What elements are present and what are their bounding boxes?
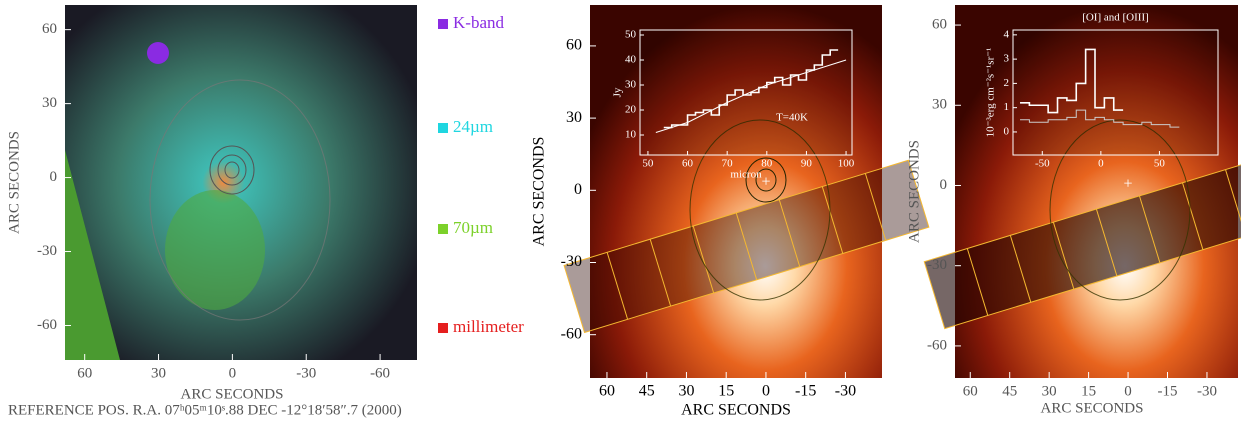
inset-y-tick-label: 20: [625, 104, 637, 116]
x-tick-label: 60: [599, 383, 615, 400]
x-tick-label: 0: [1124, 383, 1132, 399]
inset-title: [OI] and [OIII]: [1082, 12, 1149, 24]
inset-x-tick-label: 0: [1098, 158, 1104, 170]
y-tick-label: 30: [566, 109, 582, 126]
x-tick-label: 45: [1002, 383, 1017, 399]
panel-1-image: [65, 5, 417, 360]
y-tick-label: 0: [574, 181, 582, 198]
x-tick-label: 15: [718, 383, 734, 400]
inset-annotation: T=40K: [776, 112, 808, 124]
legend-swatch: [438, 123, 448, 133]
x-tick-label: 0: [229, 365, 237, 381]
inset-x-label: micron: [730, 169, 762, 181]
legend-label: 24µm: [453, 117, 493, 136]
y-tick-label: 0: [50, 169, 58, 185]
inset-y-tick-label: 4: [1004, 28, 1010, 40]
y-tick-label: -60: [37, 317, 57, 333]
legend-swatch: [438, 224, 448, 234]
inset-y-tick-label: 10: [625, 129, 637, 141]
y-tick-label: 30: [932, 97, 947, 113]
inset-x-tick-label: 90: [801, 158, 813, 170]
x-axis-label: ARC SECONDS: [181, 386, 284, 402]
figure: + + 60300-30-6060300-30-60ARC SECONDSARC…: [0, 0, 1241, 421]
y-tick-label: -30: [561, 253, 582, 270]
x-tick-label: -15: [795, 383, 816, 400]
inset-y-tick-label: 0: [1004, 125, 1010, 137]
inset-y-label: Jy: [612, 87, 624, 97]
y-tick-label: -60: [927, 337, 947, 353]
legend-label: millimeter: [453, 317, 524, 336]
legend-label: 70µm: [453, 218, 493, 237]
reference-position: REFERENCE POS. R.A. 07ʰ05ᵐ10ˢ.88 DEC -12…: [8, 402, 402, 418]
inset-y-tick-label: 30: [625, 79, 637, 91]
y-tick-label: 30: [42, 95, 57, 111]
x-tick-label: 0: [762, 383, 770, 400]
x-tick-label: -15: [1158, 383, 1178, 399]
x-tick-label: -60: [370, 365, 390, 381]
x-tick-label: 60: [77, 365, 92, 381]
inset-frame: [1013, 30, 1218, 155]
y-tick-label: 60: [42, 21, 57, 37]
inset-y-tick-label: 50: [625, 29, 637, 41]
x-tick-label: -30: [835, 383, 856, 400]
x-tick-label: -30: [296, 365, 316, 381]
y-tick-label: -30: [37, 243, 57, 259]
inset-y-tick-label: 1: [1004, 101, 1010, 113]
legend-swatch: [438, 19, 448, 29]
inset-x-tick-label: 50: [1154, 158, 1166, 170]
legend-label: K-band: [453, 13, 504, 32]
inset-y-tick-label: 40: [625, 54, 637, 66]
x-tick-label: -30: [1197, 383, 1217, 399]
y-tick-label: 0: [940, 177, 948, 193]
svg-text:+: +: [761, 174, 770, 191]
x-tick-label: 30: [678, 383, 694, 400]
inset-y-label: 10⁻³erg cm⁻²s⁻¹sr⁻¹: [985, 48, 997, 138]
legend-swatch: [438, 323, 448, 333]
x-tick-label: 45: [639, 383, 655, 400]
y-axis-label: ARC SECONDS: [531, 137, 548, 247]
x-axis-label: ARC SECONDS: [1041, 400, 1144, 416]
x-tick-label: 15: [1081, 383, 1096, 399]
inset-frame: [640, 30, 852, 155]
inset-y-tick-label: 3: [1004, 53, 1010, 65]
inset-x-tick-label: 80: [761, 158, 773, 170]
inset-x-tick-label: 100: [838, 158, 855, 170]
y-tick-label: -30: [927, 257, 947, 273]
inset-x-tick-label: 50: [642, 158, 654, 170]
x-tick-label: 60: [963, 383, 978, 399]
y-axis-label: ARC SECONDS: [6, 131, 22, 234]
x-tick-label: 30: [151, 365, 166, 381]
x-tick-label: 30: [1042, 383, 1057, 399]
y-tick-label: 60: [932, 16, 947, 32]
inset-y-tick-label: 2: [1004, 77, 1010, 89]
y-axis-label: ARC SECONDS: [906, 140, 922, 243]
inset-x-tick-label: 60: [682, 158, 694, 170]
svg-text:+: +: [1123, 176, 1132, 193]
y-tick-label: 60: [566, 37, 582, 54]
inset-x-tick-label: -50: [1035, 158, 1050, 170]
y-tick-label: -60: [561, 325, 582, 342]
x-axis-label: ARC SECONDS: [681, 402, 791, 419]
